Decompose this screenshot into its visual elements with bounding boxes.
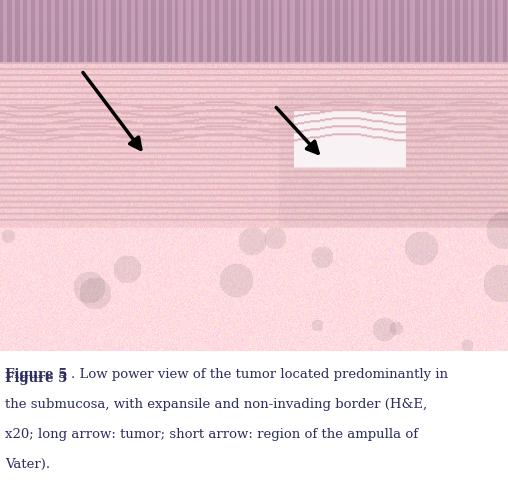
Text: Figure 5: Figure 5 — [5, 372, 68, 385]
Text: Figure 5. Low power view of the tumor located predominantly in the submucosa, wi: Figure 5. Low power view of the tumor lo… — [5, 372, 468, 415]
Text: the submucosa, with expansile and non-invading border (H&E,: the submucosa, with expansile and non-in… — [5, 398, 427, 411]
Text: . Low power view of the tumor located predominantly in: . Low power view of the tumor located pr… — [71, 368, 448, 381]
Text: Vater).: Vater). — [5, 458, 50, 471]
Text: Figure 5: Figure 5 — [5, 368, 68, 381]
Text: x20; long arrow: tumor; short arrow: region of the ampulla of: x20; long arrow: tumor; short arrow: reg… — [5, 428, 418, 441]
